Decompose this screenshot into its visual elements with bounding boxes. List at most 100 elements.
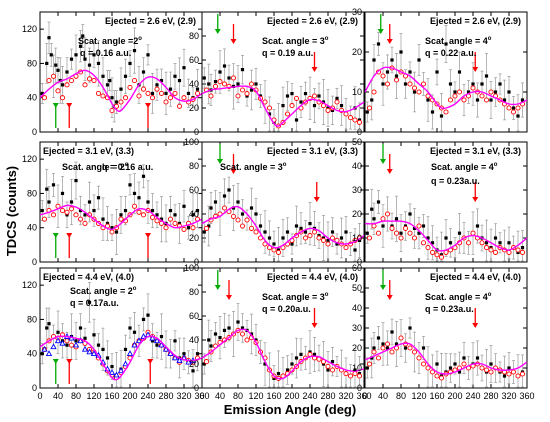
- open-circle-point: [244, 217, 250, 223]
- filled-point: [236, 200, 240, 204]
- x-tick-label: 80: [233, 391, 243, 401]
- fit-curve: [201, 205, 365, 249]
- x-axis-label: Emission Angle (deg): [224, 402, 356, 417]
- degree-superscript: o: [494, 162, 498, 168]
- filled-point: [365, 231, 369, 235]
- filled-point: [110, 364, 114, 369]
- x-tick-label: 200: [284, 391, 299, 401]
- filled-point: [105, 356, 110, 360]
- y-tick-label: 10: [352, 233, 362, 243]
- open-circle-point: [73, 212, 79, 218]
- filled-point: [141, 317, 146, 322]
- filled-point: [502, 98, 507, 102]
- open-circle-point: [271, 247, 277, 253]
- filled-point: [177, 221, 182, 226]
- red-arrow: [386, 24, 393, 44]
- filled-point: [47, 322, 51, 326]
- filled-point: [276, 372, 281, 376]
- open-circle-point: [131, 203, 138, 209]
- green-arrow-head: [214, 29, 221, 34]
- green-arrow: [377, 14, 384, 34]
- x-tick-label: 360: [519, 391, 534, 401]
- filled-point: [191, 213, 195, 217]
- filled-point: [132, 330, 137, 334]
- open-circle-point: [203, 359, 210, 365]
- x-tick-label: 40: [53, 391, 63, 401]
- open-circle-point: [311, 229, 318, 235]
- triangle-point: [126, 350, 134, 356]
- red-arrow: [230, 154, 237, 174]
- triangle-point: [113, 371, 120, 378]
- filled-point: [312, 352, 317, 356]
- open-circle-point: [434, 373, 440, 379]
- y-tick-label: 30: [352, 7, 362, 17]
- filled-point: [285, 230, 290, 234]
- filled-point: [123, 347, 128, 352]
- fit-curve: [364, 220, 528, 252]
- filled-point: [365, 110, 369, 114]
- green-arrow-head: [377, 29, 384, 34]
- filled-point: [372, 217, 376, 221]
- triangle-point: [50, 343, 57, 350]
- filled-point: [128, 326, 132, 330]
- open-circle-point: [86, 76, 93, 82]
- open-circle-point: [506, 105, 512, 111]
- degree-superscript: o: [325, 292, 329, 298]
- open-circle-point: [221, 205, 228, 211]
- panel-frame: [364, 11, 528, 133]
- y-tick-label: 0: [357, 257, 362, 267]
- open-circle-point: [510, 369, 517, 375]
- red-arrow-head: [145, 233, 151, 238]
- open-circle-point: [329, 367, 336, 373]
- open-circle-point: [407, 230, 413, 236]
- open-circle-point: [109, 229, 115, 235]
- open-circle-point: [239, 87, 246, 93]
- open-circle-point: [172, 220, 178, 226]
- panel-annotation: Scat. angle = 2o: [70, 286, 137, 296]
- open-circle-point: [208, 93, 214, 99]
- open-circle-point: [140, 86, 147, 92]
- open-circle-point: [347, 115, 354, 121]
- open-circle-point: [470, 230, 476, 236]
- open-circle-point: [194, 90, 201, 96]
- filled-point: [263, 362, 267, 366]
- open-circle-point: [416, 223, 422, 229]
- open-circle-point: [239, 223, 246, 229]
- filled-point: [47, 200, 51, 204]
- x-tick-label: 360: [356, 391, 371, 401]
- filled-point: [222, 194, 227, 198]
- fit-curve: [364, 66, 528, 110]
- open-circle-point: [411, 85, 418, 91]
- y-tick-label: 80: [189, 287, 199, 297]
- y-tick-label: 10: [352, 87, 362, 97]
- filled-point: [372, 58, 376, 62]
- filled-point: [202, 230, 206, 234]
- filled-point: [150, 91, 155, 96]
- open-circle-point: [325, 241, 331, 247]
- y-tick-label: 60: [189, 185, 199, 195]
- filled-point: [186, 226, 191, 230]
- filled-point: [339, 236, 344, 240]
- open-circle-point: [470, 85, 476, 91]
- filled-point: [430, 241, 435, 245]
- panel-annotation: q = 0.16 a.u.: [80, 48, 131, 58]
- open-circle-point: [307, 233, 313, 239]
- filled-point: [207, 338, 211, 342]
- triangle-point: [176, 357, 183, 363]
- filled-point: [74, 178, 78, 183]
- open-circle-point: [154, 86, 160, 92]
- filled-point: [484, 74, 489, 78]
- y-tick-label: 0: [194, 383, 199, 393]
- y-tick-label: 50: [352, 137, 362, 147]
- panel-annotation: Ejected = 3.1 eV, (3.3): [43, 146, 134, 156]
- filled-point: [281, 104, 285, 108]
- open-circle-series: [203, 327, 363, 381]
- filled-point: [227, 326, 231, 330]
- open-circle-point: [235, 217, 241, 223]
- filled-point: [381, 224, 385, 228]
- open-circle-point: [239, 331, 246, 337]
- filled-point: [191, 369, 195, 373]
- open-circle-point: [356, 119, 363, 125]
